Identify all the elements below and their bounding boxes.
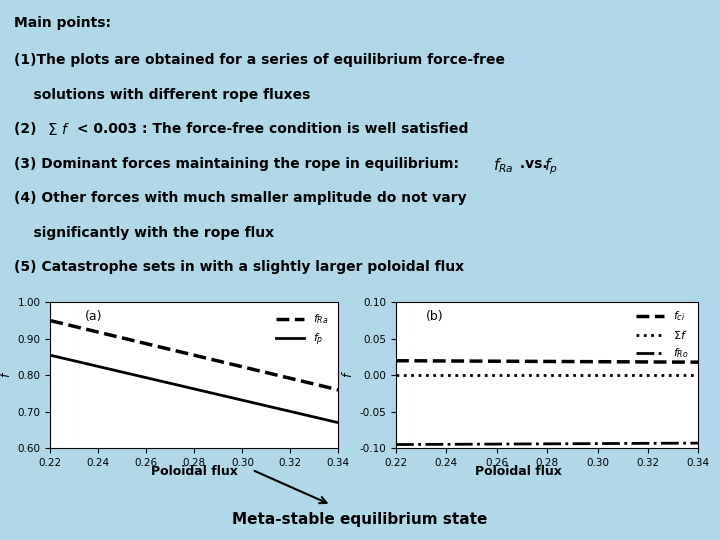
Text: (3) Dominant forces maintaining the rope in equilibrium:: (3) Dominant forces maintaining the rope… (14, 157, 464, 171)
Text: Poloidal flux: Poloidal flux (151, 465, 238, 478)
Text: Meta-stable equilibrium state: Meta-stable equilibrium state (233, 512, 487, 527)
Text: solutions with different rope fluxes: solutions with different rope fluxes (14, 87, 311, 102)
Text: (1)The plots are obtained for a series of equilibrium force-free: (1)The plots are obtained for a series o… (14, 53, 505, 68)
Text: .vs.: .vs. (515, 157, 552, 171)
Text: $f_{Ra}$: $f_{Ra}$ (493, 157, 514, 176)
Text: $f_p$: $f_p$ (544, 157, 557, 177)
Y-axis label: f: f (341, 373, 354, 377)
Text: (2): (2) (14, 122, 42, 136)
Text: (b): (b) (426, 310, 444, 323)
Text: $f$: $f$ (61, 122, 70, 137)
Text: $\Sigma$: $\Sigma$ (47, 122, 58, 138)
Legend: $f_{Ra}$, $f_p$: $f_{Ra}$, $f_p$ (271, 308, 333, 353)
Text: (a): (a) (85, 310, 102, 323)
Text: (4) Other forces with much smaller amplitude do not vary: (4) Other forces with much smaller ampli… (14, 191, 467, 205)
Text: Poloidal flux: Poloidal flux (475, 465, 562, 478)
Legend: $f_{ci}$, $\Sigma f$, $f_{Ro}$: $f_{ci}$, $\Sigma f$, $f_{Ro}$ (631, 305, 693, 364)
Text: significantly with the rope flux: significantly with the rope flux (14, 226, 274, 240)
Text: (5) Catastrophe sets in with a slightly larger poloidal flux: (5) Catastrophe sets in with a slightly … (14, 260, 464, 274)
Y-axis label: f: f (0, 373, 12, 377)
Text: Main points:: Main points: (14, 16, 112, 30)
Text: < 0.003 : The force-free condition is well satisfied: < 0.003 : The force-free condition is we… (72, 122, 469, 136)
